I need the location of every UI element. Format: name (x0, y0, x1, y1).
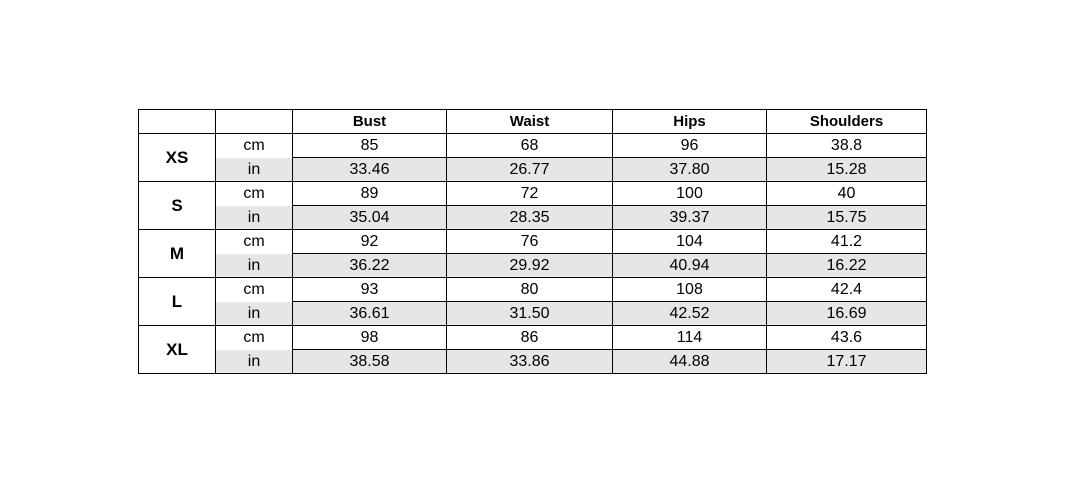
hips-cell: 40.94 (612, 253, 767, 278)
shoulders-cell: 42.4 (766, 277, 927, 302)
waist-cell: 29.92 (446, 253, 613, 278)
hips-cell: 42.52 (612, 301, 767, 326)
unit-label: in (215, 301, 293, 326)
shoulders-cell: 38.8 (766, 133, 927, 158)
header-hips: Hips (612, 109, 767, 134)
shoulders-cell: 15.75 (766, 205, 927, 230)
hips-cell: 100 (612, 181, 767, 206)
shoulders-cell: 40 (766, 181, 927, 206)
hips-cell: 104 (612, 229, 767, 254)
shoulders-cell: 17.17 (766, 349, 927, 374)
waist-cell: 86 (446, 325, 613, 350)
unit-label: in (215, 253, 293, 278)
table-row: in 36.22 29.92 40.94 16.22 (139, 253, 927, 278)
bust-cell: 85 (292, 133, 447, 158)
waist-cell: 76 (446, 229, 613, 254)
unit-label: in (215, 205, 293, 230)
header-waist: Waist (446, 109, 613, 134)
unit-label: in (215, 349, 293, 374)
bust-cell: 36.61 (292, 301, 447, 326)
table-row: in 36.61 31.50 42.52 16.69 (139, 301, 927, 326)
shoulders-cell: 41.2 (766, 229, 927, 254)
bust-cell: 38.58 (292, 349, 447, 374)
hips-cell: 114 (612, 325, 767, 350)
unit-label: in (215, 157, 293, 182)
unit-label: cm (215, 181, 293, 206)
shoulders-cell: 16.69 (766, 301, 927, 326)
waist-cell: 33.86 (446, 349, 613, 374)
header-unit (215, 109, 293, 134)
hips-cell: 39.37 (612, 205, 767, 230)
hips-cell: 37.80 (612, 157, 767, 182)
size-label: L (138, 277, 216, 326)
table-row: in 35.04 28.35 39.37 15.75 (139, 205, 927, 230)
size-chart-table: Bust Waist Hips Shoulders XS cm 85 68 96 38.8… (138, 109, 927, 374)
hips-cell: 44.88 (612, 349, 767, 374)
size-label: XS (138, 133, 216, 182)
header-bust: Bust (292, 109, 447, 134)
table-row: in 38.58 33.86 44.88 17.17 (139, 349, 927, 374)
hips-cell: 96 (612, 133, 767, 158)
table-row: XL cm 98 86 114 43.6 (138, 325, 927, 374)
size-label: S (138, 181, 216, 230)
shoulders-cell: 43.6 (766, 325, 927, 350)
unit-label: cm (215, 277, 293, 302)
unit-label: cm (215, 133, 293, 158)
waist-cell: 31.50 (446, 301, 613, 326)
header-size (138, 109, 216, 134)
bust-cell: 89 (292, 181, 447, 206)
header-row: Bust Waist Hips Shoulders (138, 109, 927, 134)
bust-cell: 92 (292, 229, 447, 254)
bust-cell: 36.22 (292, 253, 447, 278)
hips-cell: 108 (612, 277, 767, 302)
waist-cell: 26.77 (446, 157, 613, 182)
shoulders-cell: 16.22 (766, 253, 927, 278)
table-row: XS cm 85 68 96 38.8 (138, 133, 927, 182)
shoulders-cell: 15.28 (766, 157, 927, 182)
table-row: in 33.46 26.77 37.80 15.28 (139, 157, 927, 182)
waist-cell: 28.35 (446, 205, 613, 230)
waist-cell: 68 (446, 133, 613, 158)
bust-cell: 33.46 (292, 157, 447, 182)
size-label: M (138, 229, 216, 278)
size-label: XL (138, 325, 216, 374)
bust-cell: 35.04 (292, 205, 447, 230)
bust-cell: 98 (292, 325, 447, 350)
header-shoulders: Shoulders (766, 109, 927, 134)
bust-cell: 93 (292, 277, 447, 302)
unit-label: cm (215, 229, 293, 254)
waist-cell: 80 (446, 277, 613, 302)
unit-label: cm (215, 325, 293, 350)
waist-cell: 72 (446, 181, 613, 206)
